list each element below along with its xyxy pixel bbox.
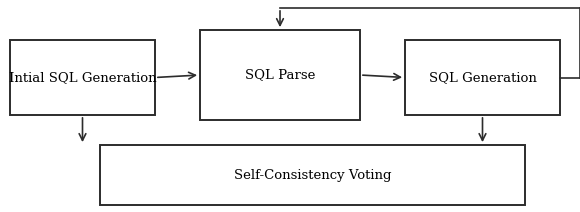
Bar bbox=[100, 145, 525, 205]
Bar bbox=[405, 40, 560, 115]
Bar bbox=[10, 40, 155, 115]
Text: Self-Consistency Voting: Self-Consistency Voting bbox=[234, 169, 392, 181]
Bar bbox=[200, 30, 360, 120]
Text: SQL Parse: SQL Parse bbox=[245, 68, 315, 81]
Text: Intial SQL Generation: Intial SQL Generation bbox=[9, 71, 157, 84]
Text: SQL Generation: SQL Generation bbox=[429, 71, 536, 84]
